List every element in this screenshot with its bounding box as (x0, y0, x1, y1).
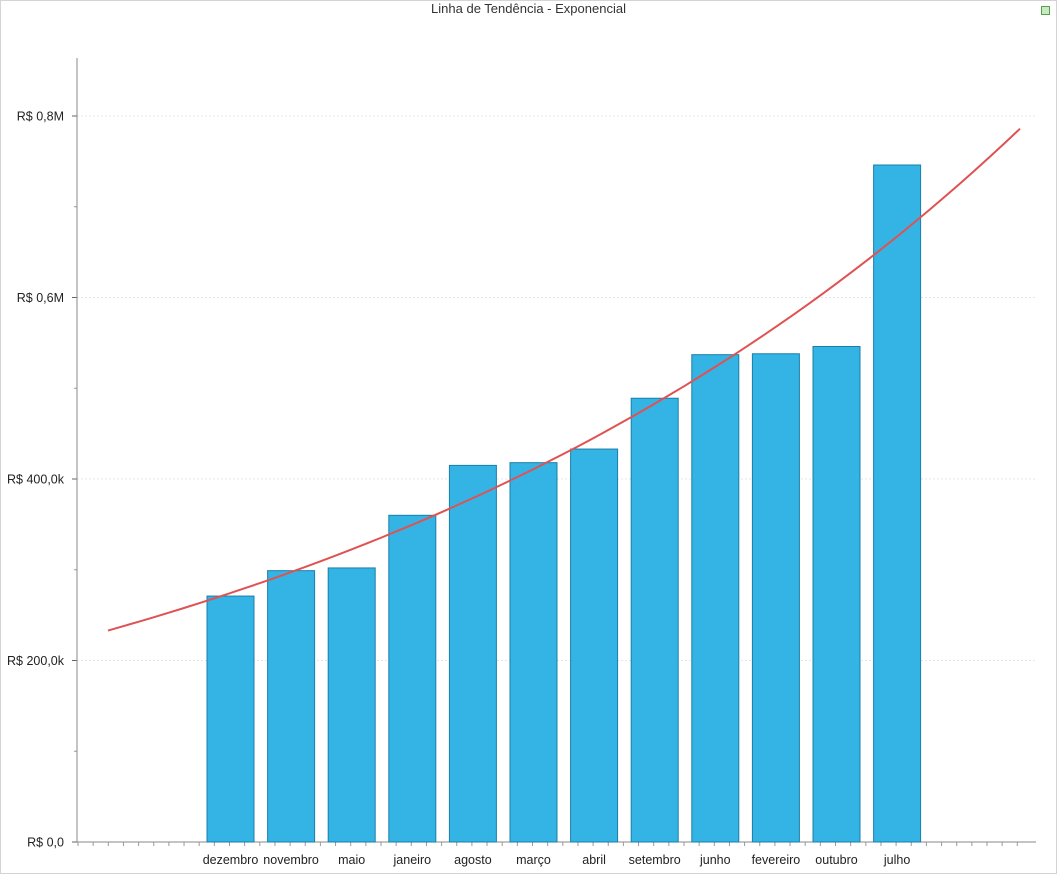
y-tick-label: R$ 0,8M (17, 110, 64, 124)
bar[interactable] (509, 462, 558, 843)
bar[interactable] (206, 595, 255, 843)
y-tick-label: R$ 400,0k (7, 473, 65, 487)
tick-labels: R$ 0,0 R$ 200,0k R$ 400,0k R$ 0,6M R$ 0,8M de… (7, 110, 910, 868)
x-tick-label: janeiro (393, 853, 432, 867)
chart-title: Linha de Tendência - Exponencial (431, 1, 626, 16)
bar[interactable] (812, 346, 861, 843)
bar[interactable] (751, 353, 800, 843)
y-tick-label: R$ 0,0 (27, 836, 64, 850)
x-tick-label: dezembro (203, 853, 259, 867)
x-tick-label: março (516, 853, 551, 867)
trendline-curve (107, 127, 1021, 632)
x-tick-label: abril (582, 853, 606, 867)
bar[interactable] (448, 464, 497, 843)
bar[interactable] (327, 567, 376, 843)
x-tick-label: julho (883, 853, 910, 867)
x-tick-label: fevereiro (752, 853, 801, 867)
bar[interactable] (267, 570, 316, 843)
x-tick-label: novembro (263, 853, 319, 867)
legend-marker[interactable] (1041, 6, 1050, 15)
bar[interactable] (691, 354, 740, 843)
bar[interactable] (630, 397, 679, 843)
bar[interactable] (388, 514, 437, 843)
x-tick-label: agosto (454, 853, 492, 867)
bar[interactable] (873, 164, 922, 843)
y-tick-label: R$ 200,0k (7, 654, 65, 668)
x-tick-label: setembro (629, 853, 681, 867)
bar[interactable] (570, 448, 619, 843)
bars (206, 164, 922, 843)
x-tick-label: maio (338, 853, 365, 867)
x-tick-label: junho (699, 853, 731, 867)
trendline (107, 127, 1021, 632)
y-tick-label: R$ 0,6M (17, 291, 64, 305)
x-tick-label: outubro (815, 853, 857, 867)
